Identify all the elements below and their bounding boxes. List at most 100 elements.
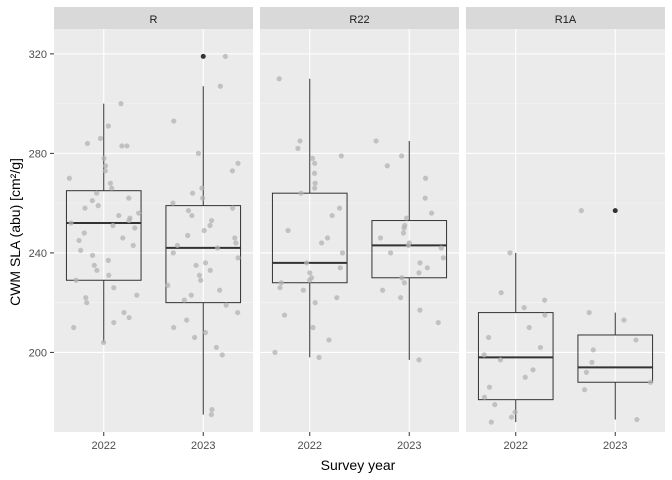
x-tick-label: 2023: [191, 440, 215, 452]
jitter-point: [101, 155, 107, 161]
jitter-point: [189, 212, 195, 219]
box: [577, 334, 654, 383]
jitter-point: [586, 309, 592, 316]
jitter-point: [276, 76, 282, 82]
x-axis-title: Survey year: [321, 457, 396, 473]
jitter-point: [184, 317, 190, 323]
jitter-point: [201, 227, 207, 234]
jitter-point: [102, 168, 108, 174]
jitter-point: [78, 247, 84, 254]
jitter-point: [337, 265, 343, 271]
jitter-point: [307, 270, 313, 276]
jitter-point: [105, 257, 111, 263]
jitter-point: [126, 195, 132, 201]
x-tick-label: 2022: [298, 440, 322, 452]
facet-strip: [466, 7, 665, 29]
jitter-point: [492, 402, 498, 408]
facet-strip-label: R1A: [555, 14, 577, 26]
jitter-point: [326, 337, 332, 343]
jitter-point: [387, 250, 394, 256]
y-tick-label: 240: [29, 248, 47, 260]
jitter-point: [324, 235, 331, 241]
jitter-point: [119, 143, 125, 149]
jitter-point: [298, 190, 304, 196]
jitter-point: [416, 357, 422, 363]
jitter-point: [126, 314, 132, 321]
jitter-point: [281, 312, 288, 318]
jitter-point: [417, 260, 423, 266]
jitter-point: [537, 344, 544, 351]
box: [371, 220, 448, 279]
jitter-point: [120, 235, 126, 241]
jitter-point: [82, 205, 88, 211]
jitter-point: [89, 252, 96, 258]
jitter-point: [481, 352, 487, 358]
jitter-point: [223, 302, 229, 308]
jitter-point: [174, 242, 181, 249]
jitter-point: [199, 185, 205, 191]
jitter-point: [488, 419, 494, 425]
jitter-point: [312, 300, 318, 306]
jitter-point: [526, 324, 532, 331]
jitter-point: [589, 359, 595, 365]
jitter-point: [297, 138, 303, 144]
jitter-point: [116, 212, 122, 219]
jitter-point: [485, 334, 492, 341]
outlier-point: [612, 208, 618, 214]
y-tick-label: 280: [29, 148, 47, 160]
jitter-point: [196, 272, 203, 278]
jitter-point: [508, 414, 515, 420]
jitter-point: [111, 285, 117, 291]
jitter-point: [312, 180, 318, 186]
jitter-point: [232, 235, 238, 241]
jitter-point: [107, 180, 113, 186]
jitter-point: [424, 265, 430, 271]
jitter-point: [272, 349, 278, 355]
jitter-point: [66, 175, 72, 181]
jitter-point: [111, 319, 117, 326]
jitter-point: [171, 324, 177, 331]
jitter-point: [121, 309, 127, 316]
jitter-point: [219, 352, 225, 358]
jitter-point: [312, 160, 318, 166]
jitter-point: [417, 307, 423, 313]
jitter-point: [401, 225, 407, 231]
jitter-point: [81, 230, 87, 236]
jitter-point: [398, 295, 404, 301]
jitter-point: [233, 240, 239, 246]
jitter-point: [306, 277, 313, 283]
jitter-point: [319, 240, 325, 246]
jitter-point: [95, 203, 101, 209]
jitter-point: [136, 210, 142, 216]
jitter-point: [309, 155, 316, 161]
box: [65, 190, 142, 281]
y-axis-title: CWM SLA (abu) [cm²/g]: [7, 158, 23, 306]
jitter-point: [416, 270, 422, 276]
jitter-point: [71, 324, 77, 331]
facet-strip: [54, 7, 253, 29]
jitter-point: [209, 217, 215, 224]
jitter-point: [334, 295, 340, 301]
jitter-point: [440, 255, 446, 261]
jitter-point: [336, 205, 343, 211]
jitter-point: [590, 347, 596, 353]
jitter-point: [106, 272, 112, 278]
jitter-point: [497, 357, 504, 363]
x-tick-label: 2022: [504, 440, 528, 452]
jitter-point: [507, 250, 513, 256]
jitter-point: [94, 190, 100, 196]
jitter-point: [373, 138, 379, 144]
jitter-point: [170, 250, 176, 256]
jitter-point: [512, 409, 518, 415]
jitter-point: [102, 163, 109, 169]
jitter-point: [498, 290, 504, 296]
x-tick-label: 2023: [397, 440, 421, 452]
jitter-point: [89, 198, 95, 204]
jitter-point: [105, 123, 111, 129]
jitter-point: [229, 168, 236, 174]
jitter-point: [202, 260, 209, 266]
box: [165, 205, 242, 304]
jitter-point: [208, 411, 215, 418]
jitter-point: [181, 297, 187, 303]
